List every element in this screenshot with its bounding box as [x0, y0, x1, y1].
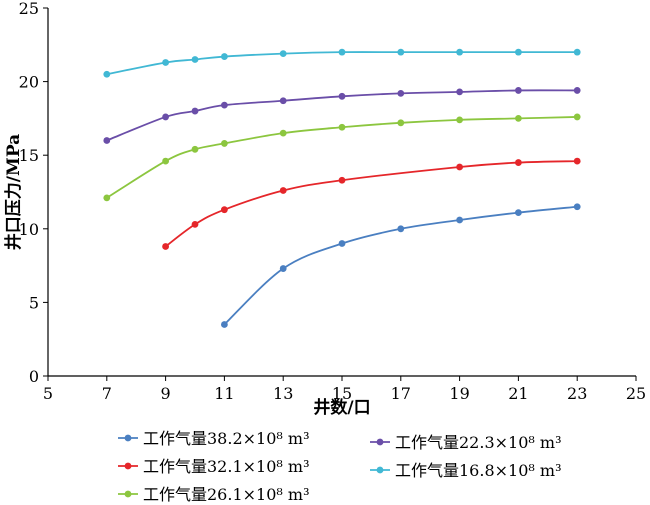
data-point — [456, 163, 463, 171]
y-tick-label: 0 — [29, 367, 39, 386]
legend-marker — [124, 490, 132, 498]
x-tick-label: 13 — [273, 384, 293, 403]
data-point — [397, 89, 405, 97]
legend-label: 工作气量22.3×10⁸ m³ — [395, 433, 561, 452]
series-line — [223, 205, 578, 326]
legend-label: 工作气量16.8×10⁸ m³ — [395, 461, 561, 480]
data-point — [162, 243, 170, 250]
data-point — [191, 107, 199, 115]
axes — [47, 8, 636, 377]
data-point — [279, 187, 287, 194]
series-3 — [103, 113, 581, 202]
data-point — [573, 87, 581, 94]
data-point — [221, 321, 228, 328]
data-point — [515, 48, 522, 56]
series-line — [165, 160, 578, 248]
legend-item: 工作气量38.2×10⁸ m³ — [118, 429, 309, 448]
y-axis-title: 井口压力/MPa — [3, 134, 24, 250]
legend-label: 工作气量38.2×10⁸ m³ — [143, 429, 309, 448]
legend: 工作气量38.2×10⁸ m³ 工作气量32.1×10⁸ m³ 工作气量26.1×1… — [118, 429, 561, 504]
data-point — [221, 53, 228, 60]
series-2 — [162, 157, 581, 250]
data-point — [397, 48, 405, 56]
data-point — [573, 113, 581, 121]
y-tick-label: 5 — [29, 293, 39, 312]
data-point — [456, 88, 463, 96]
x-tick-label: 19 — [449, 384, 469, 403]
data-point — [103, 137, 111, 144]
series-1 — [221, 203, 581, 328]
data-point — [515, 87, 522, 94]
legend-marker — [124, 434, 132, 442]
series-line — [106, 116, 578, 199]
data-point — [279, 265, 287, 272]
x-tick-label: 7 — [102, 384, 112, 403]
x-tick-label: 11 — [214, 384, 234, 403]
data-point — [456, 116, 463, 124]
data-point — [338, 240, 346, 247]
data-point — [456, 48, 463, 56]
series-line — [106, 89, 578, 142]
data-point — [515, 115, 522, 122]
data-point — [221, 101, 228, 109]
legend-marker — [124, 462, 132, 470]
series-5 — [103, 48, 581, 78]
data-point — [162, 113, 170, 121]
data-point — [191, 56, 199, 63]
legend-label: 工作气量32.1×10⁸ m³ — [143, 457, 309, 476]
data-point — [397, 225, 405, 233]
legend-item: 工作气量22.3×10⁸ m³ — [370, 433, 561, 452]
data-point — [573, 157, 581, 165]
data-point — [456, 216, 463, 224]
series-4 — [103, 87, 581, 144]
data-point — [221, 140, 228, 147]
y-tick-label: 20 — [19, 73, 39, 92]
x-tick-label: 15 — [332, 384, 352, 403]
y-tick-label: 15 — [19, 146, 39, 165]
y-tick-label: 10 — [19, 220, 39, 239]
x-tick-label: 5 — [43, 384, 53, 403]
data-point — [103, 70, 111, 78]
y-tick-label: 25 — [19, 0, 39, 18]
data-point — [338, 123, 346, 131]
data-point — [338, 48, 346, 56]
series-layer — [103, 48, 581, 328]
x-ticks: 5 7 9 11 13 15 17 19 21 23 25 — [43, 376, 646, 403]
data-point — [397, 119, 405, 127]
x-tick-label: 23 — [567, 384, 587, 403]
data-point — [162, 157, 170, 165]
y-ticks: 0 5 10 15 20 25 — [19, 0, 48, 386]
legend-marker — [376, 466, 384, 474]
legend-item: 工作气量26.1×10⁸ m³ — [118, 485, 309, 504]
data-point — [515, 159, 522, 166]
data-point — [338, 176, 346, 184]
data-point — [279, 97, 287, 105]
data-point — [338, 92, 346, 100]
data-point — [191, 145, 199, 153]
x-tick-label: 25 — [626, 384, 646, 403]
x-tick-label: 21 — [508, 384, 528, 403]
data-point — [573, 48, 581, 56]
data-point — [279, 50, 287, 58]
data-point — [221, 206, 228, 214]
series-line — [106, 51, 578, 76]
data-point — [573, 203, 581, 211]
x-axis-title: 井数/口 — [313, 397, 370, 418]
data-point — [162, 59, 170, 66]
data-point — [191, 220, 199, 228]
x-tick-label: 9 — [161, 384, 171, 403]
data-point — [279, 129, 287, 137]
legend-marker — [376, 438, 384, 446]
legend-label: 工作气量26.1×10⁸ m³ — [143, 485, 309, 504]
legend-item: 工作气量16.8×10⁸ m³ — [370, 461, 561, 480]
legend-item: 工作气量32.1×10⁸ m³ — [118, 457, 309, 476]
x-tick-label: 17 — [391, 384, 411, 403]
data-point — [103, 194, 111, 202]
data-point — [515, 209, 522, 217]
